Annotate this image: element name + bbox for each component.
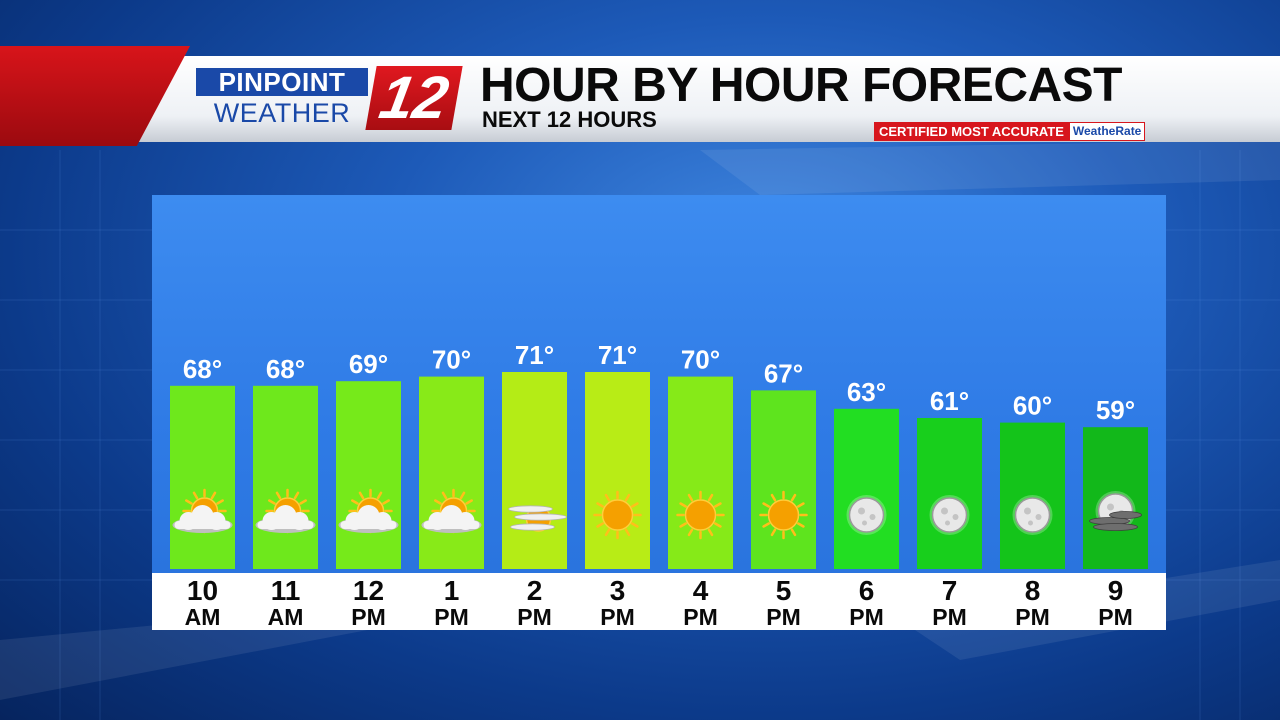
hour-label: 3 — [610, 575, 626, 606]
period-label: PM — [1098, 604, 1133, 630]
period-label: PM — [683, 604, 718, 630]
period-label: PM — [932, 604, 967, 630]
badge-brand: WeatheRate — [1068, 122, 1146, 141]
hour-label: 12 — [353, 575, 384, 606]
temperature-label: 68° — [266, 354, 305, 384]
bar-6-pm — [834, 408, 899, 569]
period-label: PM — [766, 604, 801, 630]
temperature-label: 70° — [681, 345, 720, 375]
partly-sunny-icon — [255, 488, 316, 534]
period-label: AM — [185, 604, 221, 630]
period-label: PM — [351, 604, 386, 630]
hour-label: 9 — [1108, 575, 1124, 606]
partly-cloudy-night-icon — [1089, 491, 1142, 531]
partly-sunny-icon — [172, 488, 233, 534]
page-title: HOUR BY HOUR FORECAST — [480, 59, 1122, 112]
period-label: PM — [600, 604, 635, 630]
bar-4-pm — [668, 376, 733, 569]
logo-weather: WEATHER — [213, 98, 351, 128]
time-label-strip — [152, 573, 1166, 630]
partly-sunny-icon — [421, 488, 482, 534]
bar-2-pm — [502, 372, 567, 569]
period-label: PM — [517, 604, 552, 630]
accuracy-badge: CERTIFIED MOST ACCURATE WeatheRate — [874, 122, 1146, 141]
bar-1-pm — [419, 376, 484, 569]
hour-label: 5 — [776, 575, 792, 606]
bar-3-pm — [585, 372, 650, 569]
bar-5-pm — [751, 390, 816, 569]
hazy-sun-icon — [508, 505, 567, 532]
sunny-icon — [759, 490, 808, 540]
temperature-label: 71° — [598, 340, 637, 370]
sunny-icon — [676, 490, 725, 540]
hour-label: 8 — [1025, 575, 1041, 606]
page-subtitle: NEXT 12 HOURS — [482, 107, 657, 132]
hour-label: 1 — [444, 575, 460, 606]
hour-label: 11 — [271, 575, 301, 606]
temperature-label: 67° — [764, 358, 803, 388]
bar-7-pm — [917, 418, 982, 569]
clear-night-icon — [1012, 495, 1053, 535]
temperature-label: 69° — [349, 349, 388, 379]
hour-label: 10 — [187, 575, 218, 606]
logo-channel-number: 12 — [365, 64, 463, 131]
bar-8-pm — [1000, 422, 1065, 569]
clear-night-icon — [846, 495, 887, 535]
sunny-icon — [593, 490, 642, 540]
bar-12-pm — [336, 381, 401, 569]
badge-certified-text: CERTIFIED MOST ACCURATE — [874, 122, 1069, 141]
bar-10-am — [170, 385, 235, 569]
hour-label: 7 — [942, 575, 958, 606]
period-label: PM — [434, 604, 469, 630]
clear-night-icon — [929, 495, 970, 535]
period-label: PM — [849, 604, 884, 630]
temperature-label: 63° — [847, 377, 886, 407]
bar-11-am — [253, 385, 318, 569]
partly-sunny-icon — [338, 488, 399, 534]
temperature-label: 68° — [183, 354, 222, 384]
period-label: PM — [1015, 604, 1050, 630]
chart-panel — [152, 195, 1166, 573]
temperature-label: 61° — [930, 386, 969, 416]
hour-label: 2 — [527, 575, 543, 606]
temperature-label: 59° — [1096, 395, 1135, 425]
temperature-label: 60° — [1013, 391, 1052, 421]
hour-label: 6 — [859, 575, 875, 606]
temperature-label: 70° — [432, 345, 471, 375]
temperature-label: 71° — [515, 340, 554, 370]
period-label: AM — [268, 604, 304, 630]
hour-label: 4 — [693, 575, 709, 606]
logo-pinpoint: PINPOINT — [196, 68, 368, 96]
